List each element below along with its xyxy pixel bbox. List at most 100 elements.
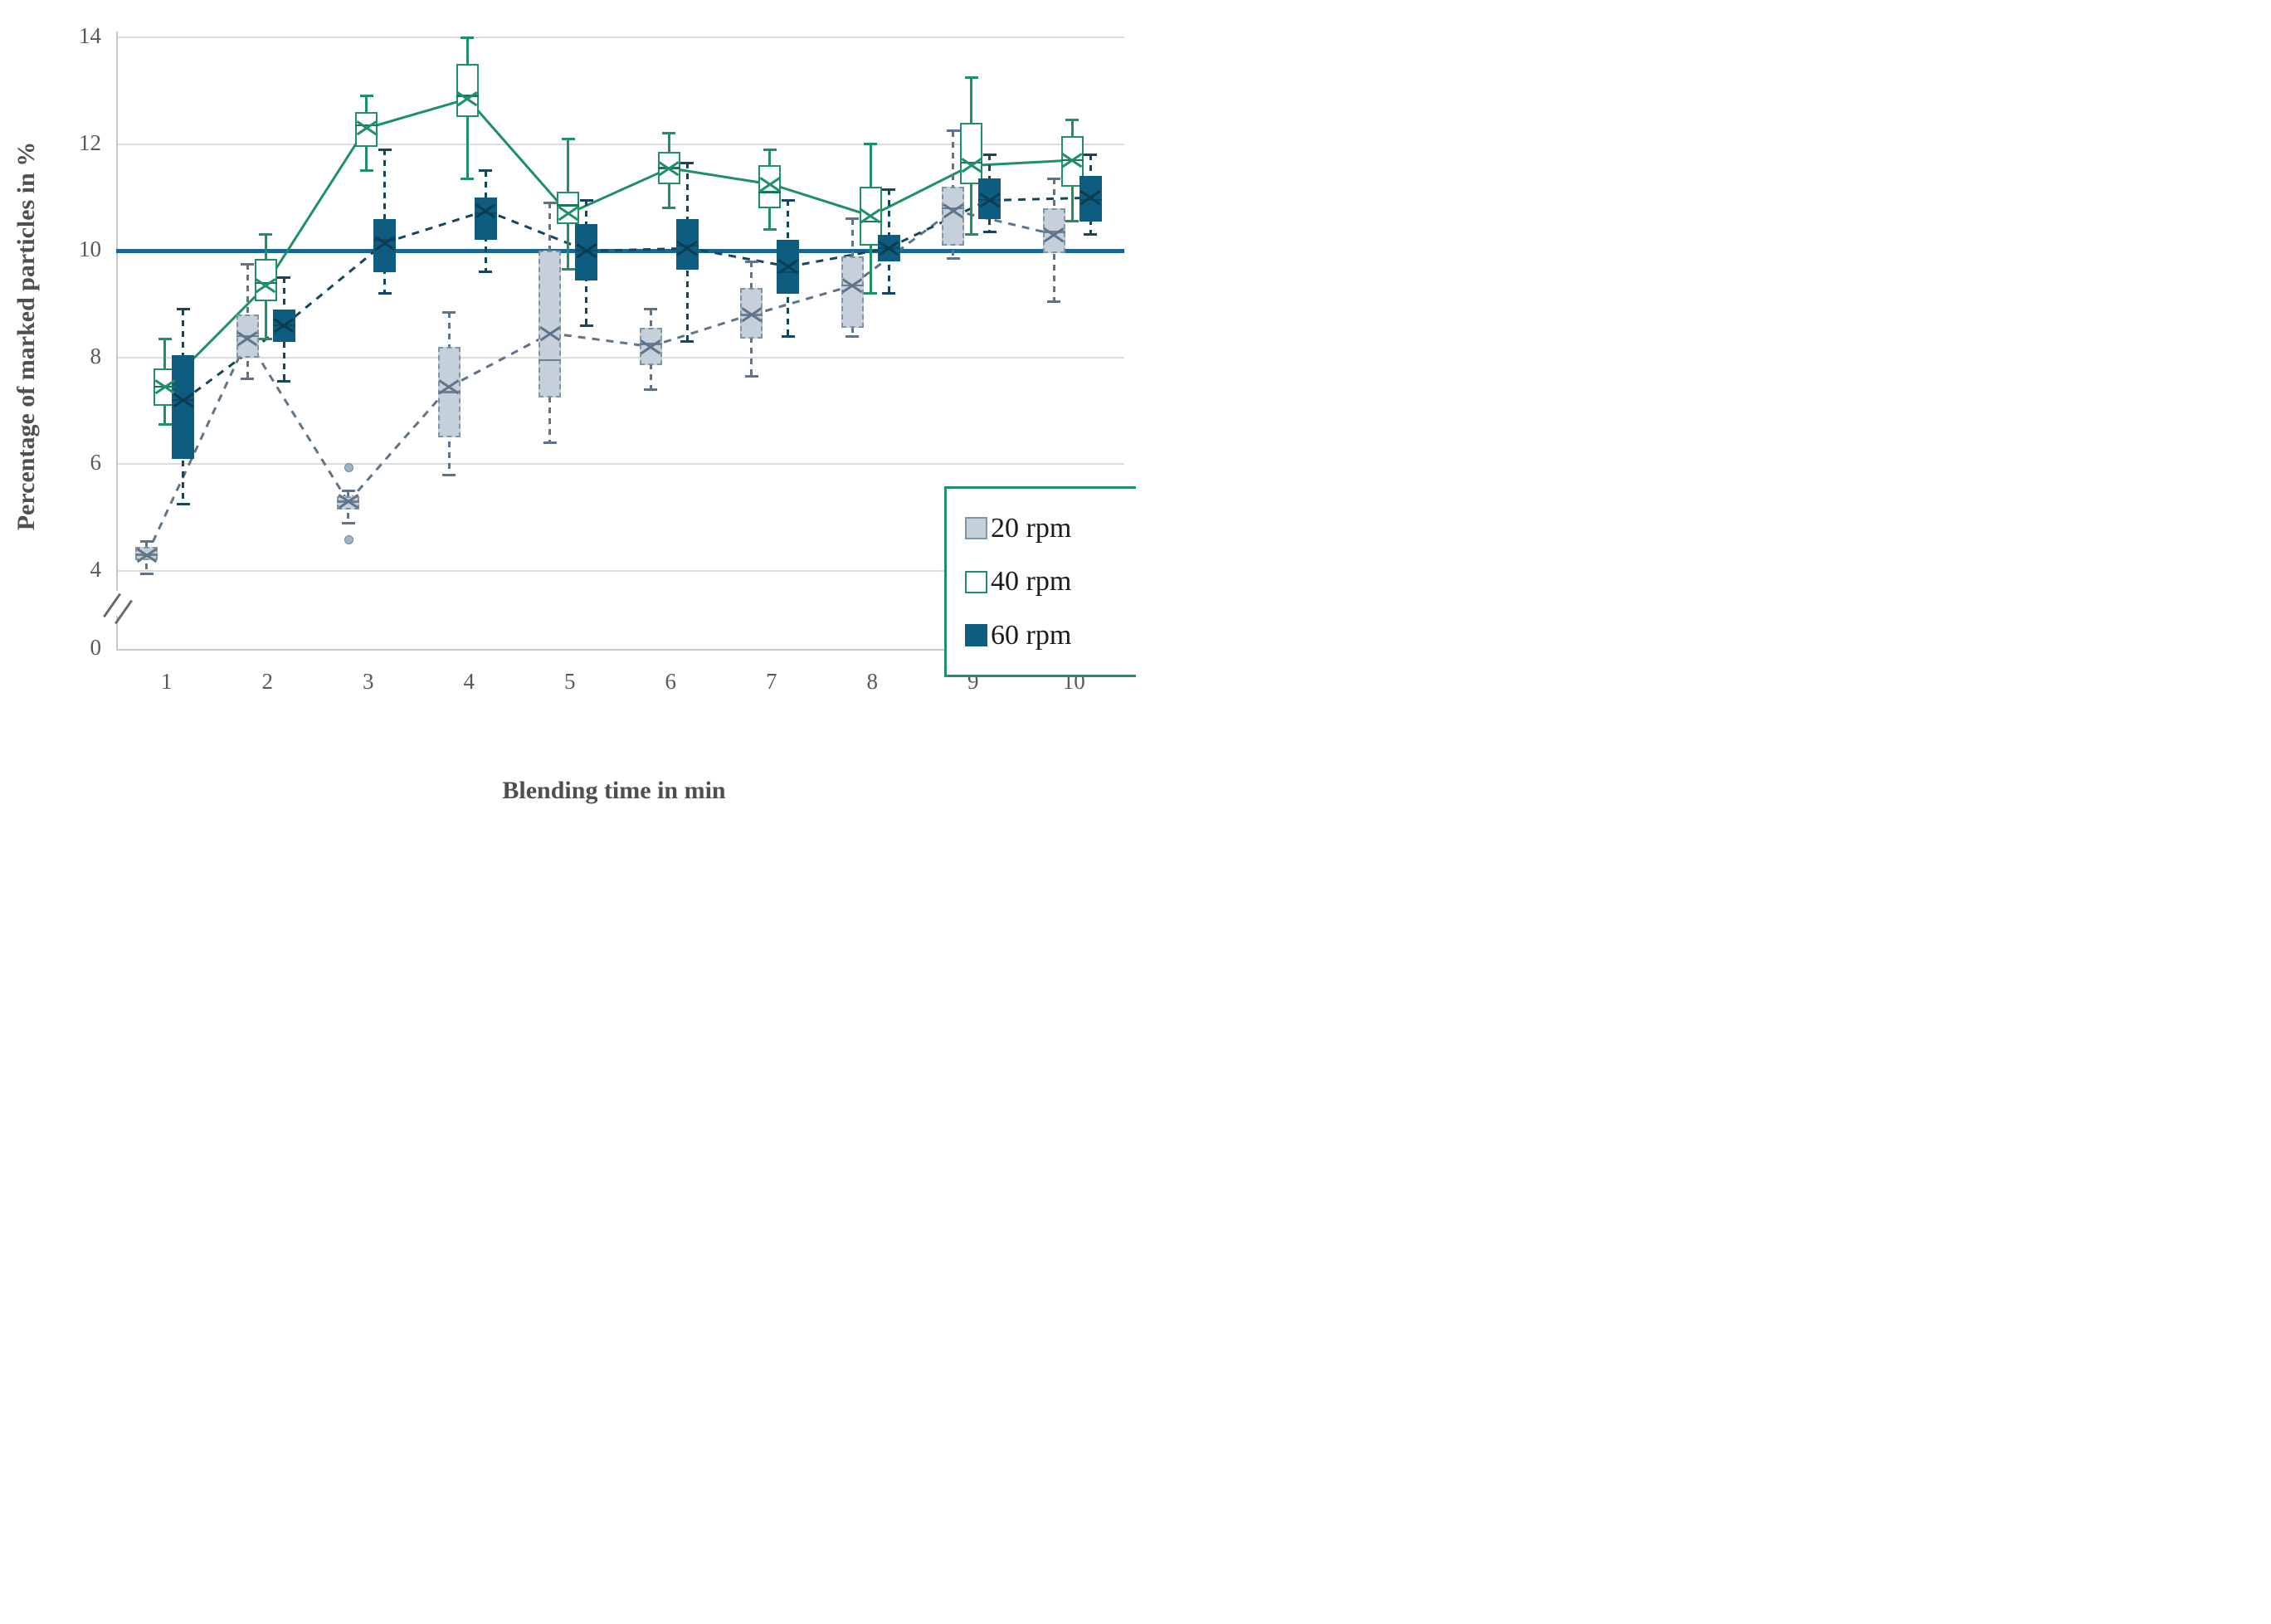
x-tick-5: 5: [564, 669, 576, 694]
axis-break-mark: [103, 593, 121, 618]
mean-marker-60rpm-t10: [1079, 190, 1102, 205]
legend-label: 20 rpm: [991, 512, 1072, 544]
box-20rpm-t5: [539, 251, 562, 397]
whisker-cap-20rpm-t10: [1047, 177, 1061, 180]
whisker-cap-20rpm-t6: [644, 388, 658, 391]
mean-marker-20rpm-t9: [942, 203, 965, 218]
whisker-cap-60rpm-t9: [982, 231, 997, 234]
whisker-cap-40rpm-t5: [561, 268, 575, 271]
meanline-40rpm: [264, 127, 368, 286]
boxplot-chart: 14 12 10 8 6 4 0 1 2 3 4 5 6 7 8 9 10 Percentage of mark…: [0, 0, 1136, 812]
mean-marker-20rpm-t1: [135, 548, 158, 563]
y-axis-title: Percentage of marked particles in %: [12, 141, 40, 531]
mean-marker-40rpm-t3: [355, 120, 378, 135]
mean-marker-20rpm-t2: [236, 331, 259, 346]
meanline-20rpm: [751, 284, 853, 316]
median-20rpm-t5: [539, 358, 562, 362]
whisker-cap-40rpm-t6: [662, 132, 676, 135]
whisker-cap-60rpm-t6: [680, 340, 694, 343]
whisker-cap-60rpm-t2: [277, 380, 291, 383]
meanline-20rpm: [347, 386, 451, 503]
meanline-40rpm: [971, 158, 1073, 167]
whisker-cap-20rpm-t9: [946, 257, 960, 261]
mean-marker-40rpm-t2: [254, 278, 277, 293]
gridline-y6: [116, 463, 1124, 466]
meanline-40rpm: [568, 167, 670, 215]
whisker-cap-60rpm-t4: [479, 271, 493, 274]
legend-swatch-icon: [965, 624, 987, 646]
mean-marker-20rpm-t10: [1042, 227, 1065, 242]
whisker-cap-60rpm-t3: [378, 148, 392, 151]
meanline-60rpm: [182, 324, 285, 402]
mean-marker-20rpm-t3: [337, 494, 360, 509]
legend-item-40rpm: 40 rpm: [965, 568, 1136, 596]
whisker-cap-20rpm-t1: [139, 540, 154, 544]
axis-break-mark: [115, 599, 133, 625]
whisker-cap-20rpm-t5: [543, 201, 557, 204]
whisker-cap-40rpm-t8: [864, 292, 878, 295]
outlier-20rpm-t3: [344, 534, 354, 544]
whisker-cap-60rpm-t7: [781, 198, 795, 202]
whisker-cap-60rpm-t10: [1084, 153, 1098, 156]
whisker-cap-20rpm-t4: [442, 473, 456, 476]
mean-marker-60rpm-t5: [575, 243, 598, 258]
meanline-40rpm: [366, 97, 468, 129]
whisker-cap-60rpm-t1: [176, 503, 190, 506]
meanline-60rpm: [283, 241, 386, 327]
meanline-20rpm: [549, 332, 651, 349]
whisker-cap-40rpm-t3: [359, 95, 373, 98]
x-tick-1: 1: [161, 669, 173, 694]
whisker-cap-20rpm-t7: [744, 260, 758, 263]
whisker-cap-40rpm-t7: [763, 148, 777, 151]
whisker-cap-40rpm-t2: [259, 233, 273, 237]
y-tick-6: 6: [90, 450, 102, 475]
whisker-cap-40rpm-t4: [461, 36, 475, 39]
outlier-20rpm-t3: [344, 463, 354, 473]
whisker-cap-60rpm-t6: [680, 161, 694, 164]
mean-marker-40rpm-t8: [859, 208, 882, 223]
mean-marker-20rpm-t5: [539, 326, 562, 341]
mean-marker-60rpm-t4: [474, 203, 497, 218]
whisker-cap-20rpm-t10: [1047, 300, 1061, 303]
whisker-cap-60rpm-t3: [378, 292, 392, 295]
legend-item-20rpm: 20 rpm: [965, 512, 1136, 544]
y-tick-0: 0: [90, 635, 102, 660]
whisker-cap-20rpm-t5: [543, 441, 557, 445]
meanline-20rpm: [246, 338, 350, 503]
y-tick-8: 8: [90, 343, 102, 368]
whisker-cap-40rpm-t9: [964, 76, 978, 79]
y-tick-12: 12: [79, 129, 101, 155]
whisker-cap-40rpm-t5: [561, 137, 575, 140]
mean-marker-20rpm-t4: [437, 379, 461, 394]
gridline-y4: [116, 570, 1124, 572]
whisker-cap-60rpm-t10: [1084, 233, 1098, 237]
x-axis-title: Blending time in min: [502, 777, 726, 804]
x-axis-line: [116, 649, 1124, 651]
mean-marker-20rpm-t7: [740, 307, 763, 322]
y-axis-lower: [116, 616, 118, 651]
legend-label: 60 rpm: [991, 619, 1072, 651]
meanline-20rpm: [953, 209, 1055, 237]
whisker-cap-60rpm-t5: [579, 198, 593, 202]
legend-label: 40 rpm: [991, 566, 1072, 597]
mean-marker-60rpm-t9: [978, 193, 1001, 207]
whisker-cap-20rpm-t9: [946, 129, 960, 133]
whisker-cap-40rpm-t2: [259, 337, 273, 340]
whisker-cap-40rpm-t3: [359, 169, 373, 173]
whisker-cap-40rpm-t1: [158, 422, 172, 426]
whisker-cap-60rpm-t4: [479, 169, 493, 173]
mean-marker-60rpm-t8: [877, 241, 900, 256]
meanline-60rpm: [888, 198, 991, 250]
whisker-cap-20rpm-t6: [644, 308, 658, 311]
mean-marker-40rpm-t7: [758, 177, 782, 192]
whisker-cap-60rpm-t5: [579, 324, 593, 327]
mean-marker-60rpm-t1: [172, 393, 195, 407]
gridline-y12: [116, 143, 1124, 145]
whisker-cap-60rpm-t8: [882, 292, 896, 295]
whisker-cap-40rpm-t10: [1065, 220, 1079, 223]
y-tick-10: 10: [79, 237, 101, 262]
legend-item-60rpm: 60 rpm: [965, 619, 1136, 651]
x-tick-6: 6: [665, 669, 677, 694]
mean-marker-40rpm-t6: [657, 161, 680, 176]
whisker-cap-20rpm-t7: [744, 374, 758, 378]
